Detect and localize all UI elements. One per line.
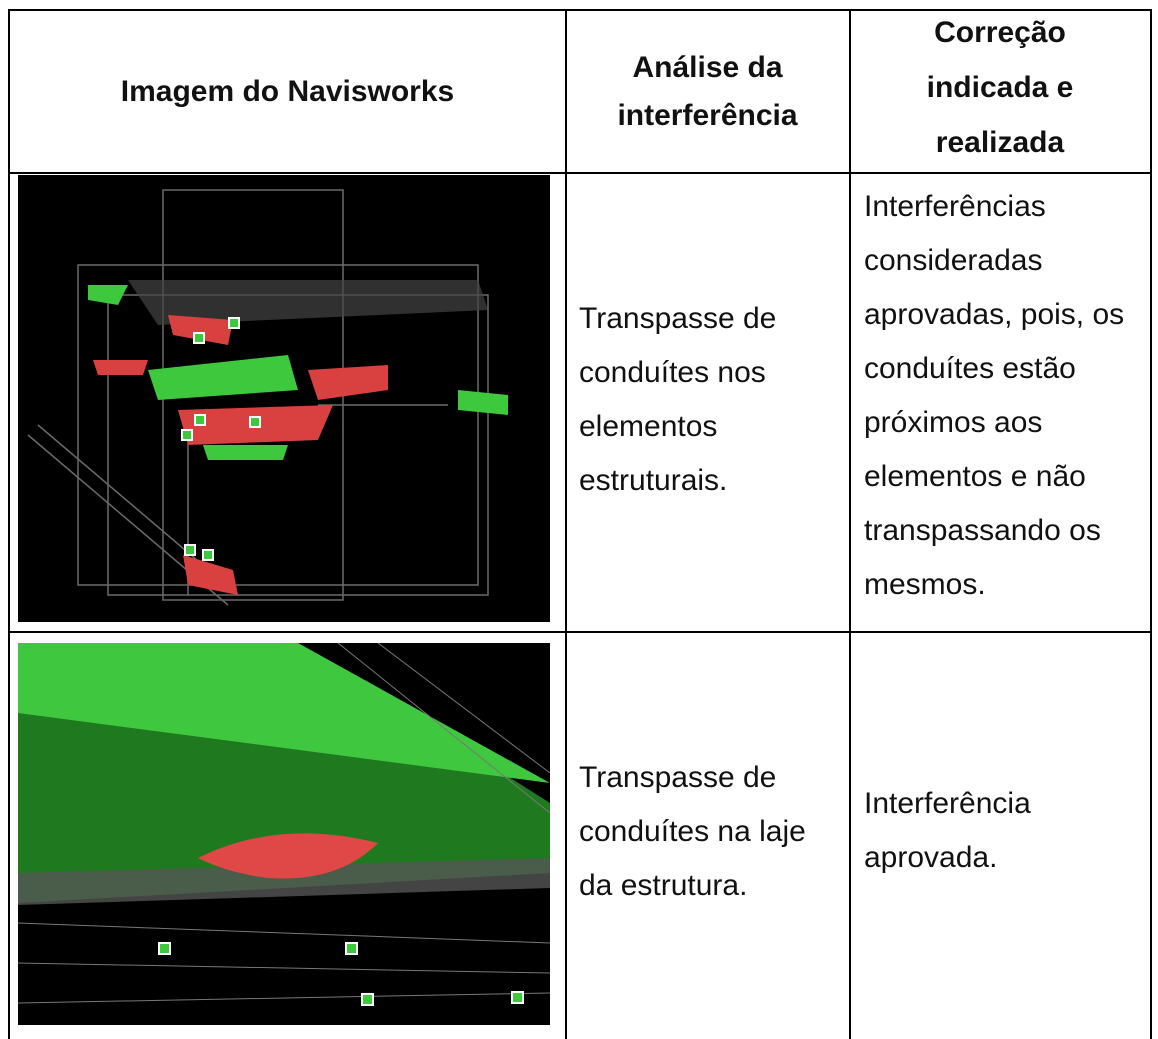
header-cell: Correção indicada e realizada bbox=[926, 15, 1074, 159]
header-cell: Imagem do Navisworks bbox=[120, 74, 455, 108]
border bbox=[8, 9, 10, 1039]
border bbox=[1150, 9, 1152, 1039]
border bbox=[8, 172, 1152, 174]
navisworks-image bbox=[18, 643, 550, 1025]
border bbox=[565, 9, 567, 1039]
navisworks-image bbox=[18, 175, 550, 622]
correction-text: Interferência aprovada. bbox=[864, 787, 1031, 874]
header-cell: Análise da interferência bbox=[617, 50, 798, 132]
border bbox=[849, 9, 851, 1039]
border bbox=[8, 9, 1152, 11]
analysis-text: Transpasse de conduítes nos elementos es… bbox=[579, 302, 777, 497]
analysis-text: Transpasse de conduítes na laje da estru… bbox=[579, 761, 806, 902]
correction-text: Interferências consideradas aprovadas, p… bbox=[864, 190, 1125, 601]
border bbox=[8, 631, 1152, 633]
